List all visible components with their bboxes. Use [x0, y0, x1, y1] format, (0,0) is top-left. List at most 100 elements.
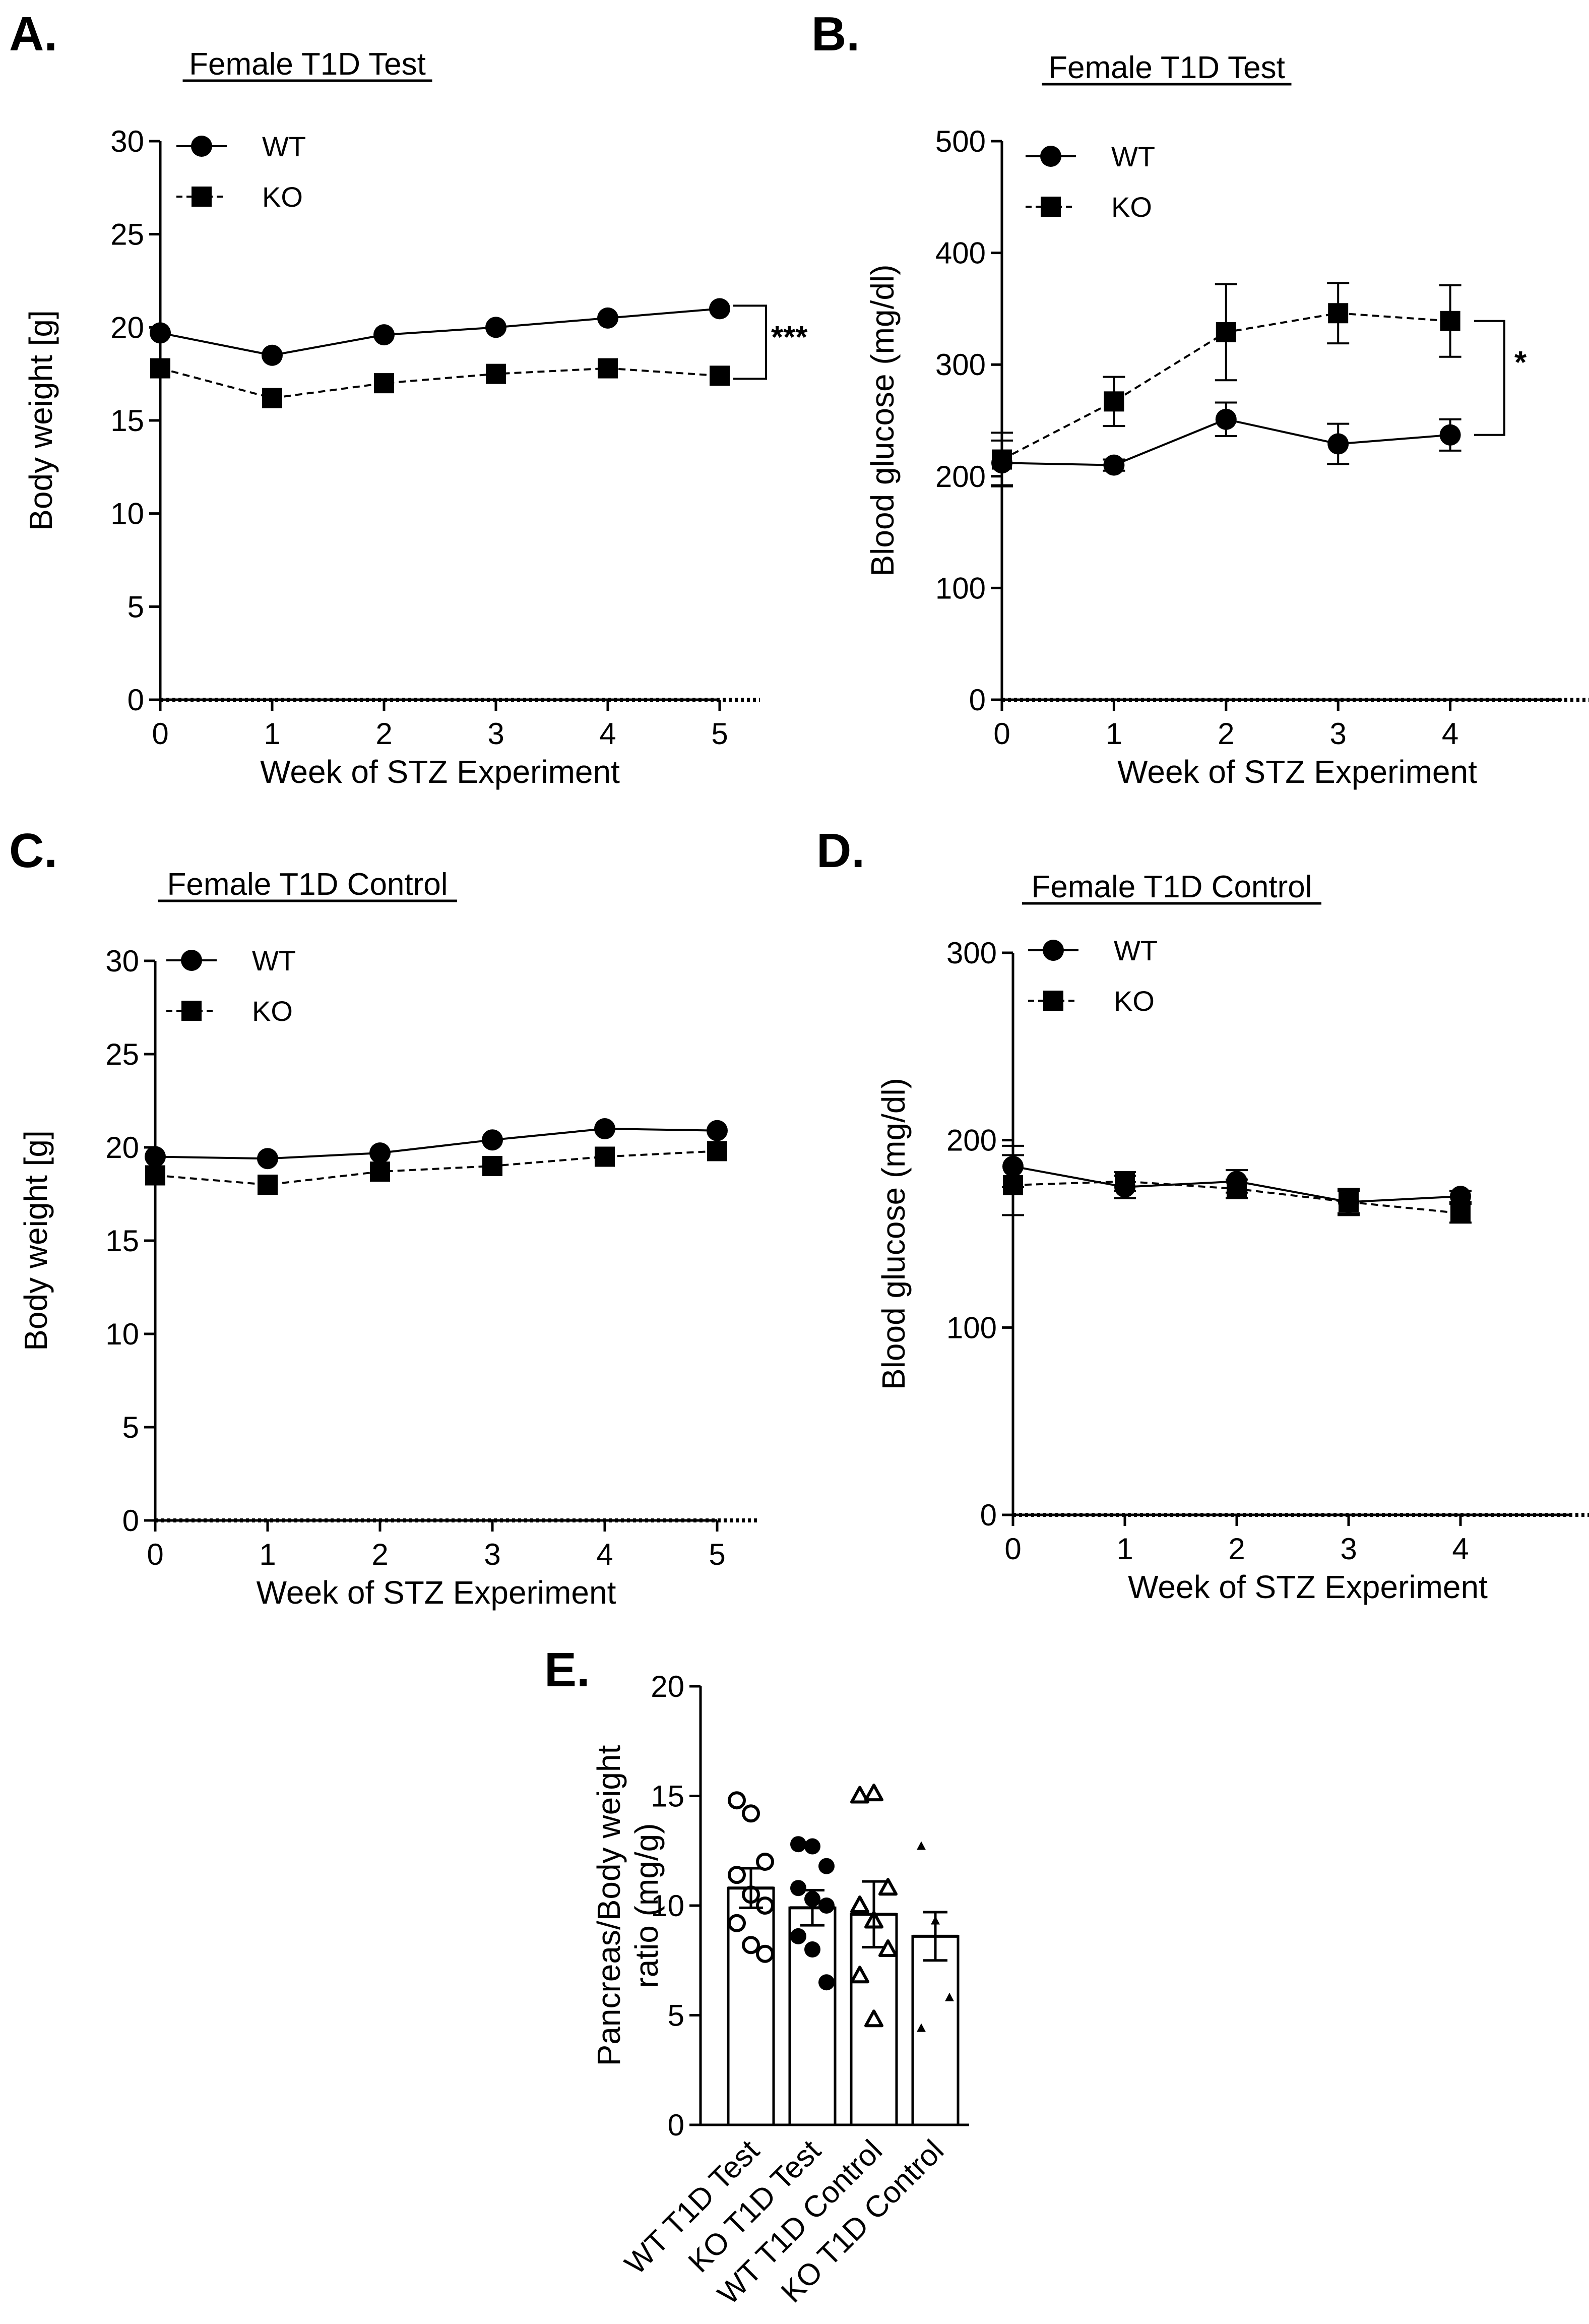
x-tick-label: 2: [371, 1538, 388, 1571]
data-point-ko: [598, 358, 618, 379]
panel-letter: B.: [811, 7, 860, 61]
y-axis-title-line: Pancreas/Body weight: [591, 1745, 627, 2066]
scatter-point: [917, 1841, 926, 1850]
x-tick-label: 1: [259, 1538, 276, 1571]
data-point-wt: [707, 1120, 728, 1141]
data-point-ko: [992, 449, 1012, 470]
x-tick-label: 1: [264, 717, 280, 751]
y-tick-label: 300: [935, 348, 986, 382]
panel-letter: E.: [544, 1643, 590, 1697]
data-point-ko: [258, 1175, 278, 1195]
y-tick-label: 0: [122, 1504, 139, 1538]
data-point-ko: [710, 365, 730, 386]
y-axis-title-line: ratio (mg/g): [628, 1823, 665, 1988]
y-axis-title: Blood glucose (mg/dl): [875, 1078, 912, 1390]
data-point-ko: [1328, 303, 1349, 324]
data-point-wt: [1103, 454, 1125, 476]
data-point-wt: [373, 324, 395, 346]
data-point-ko: [1115, 1171, 1135, 1192]
legend-marker-square: [192, 187, 212, 207]
x-tick-label: 0: [147, 1538, 163, 1571]
scatter-point: [742, 1936, 760, 1954]
panel-title: Female T1D Control: [167, 867, 448, 902]
series-line-ko: [155, 1150, 718, 1186]
panel-letter: C.: [9, 824, 57, 878]
data-point-ko: [482, 1156, 502, 1176]
scatter-point: [945, 1992, 954, 2001]
y-axis-title: Body weight [g]: [23, 310, 59, 531]
x-tick-label: 1: [1106, 717, 1122, 751]
series-line-wt: [155, 1127, 718, 1160]
legend-marker-circle: [1043, 940, 1064, 961]
x-axis-title: Week of STZ Experiment: [260, 754, 620, 790]
y-tick-label: 0: [668, 2108, 684, 2142]
legend-marker-square: [1043, 991, 1063, 1011]
data-point-ko: [1216, 322, 1236, 342]
legend-label: WT: [1114, 935, 1158, 966]
x-tick-label: 4: [1442, 717, 1458, 751]
panel-letter: A.: [9, 7, 57, 61]
data-point-ko: [262, 388, 282, 408]
data-point-ko: [1440, 311, 1460, 331]
scatter-point: [818, 1974, 835, 1991]
data-point-wt: [150, 322, 171, 344]
y-tick-label: 100: [935, 571, 986, 605]
y-tick-label: 15: [651, 1780, 684, 1813]
x-tick-label: 0: [152, 717, 168, 751]
scatter-point: [790, 1928, 806, 1944]
scatter-point: [804, 1838, 820, 1855]
significance-bracket: [733, 304, 767, 380]
data-point-ko: [707, 1141, 727, 1161]
y-tick-label: 10: [110, 497, 144, 531]
legend-marker-square: [181, 1001, 202, 1021]
y-tick-label: 15: [105, 1224, 139, 1258]
panel-title: Female T1D Control: [1031, 870, 1312, 904]
x-tick-label: 0: [993, 717, 1010, 751]
data-point-ko: [145, 1165, 165, 1186]
y-tick-label: 100: [946, 1311, 997, 1344]
series-line-wt: [160, 308, 720, 356]
panel-letter: D.: [816, 824, 865, 878]
x-tick-label: 3: [487, 717, 504, 751]
legend-label: WT: [262, 131, 306, 162]
x-tick-label: 3: [1330, 717, 1347, 751]
legend-label: WT: [1111, 141, 1155, 172]
y-tick-label: 5: [668, 1999, 684, 2033]
data-point-ko: [1450, 1203, 1471, 1224]
y-axis-title: Body weight [g]: [18, 1130, 54, 1351]
legend-label: KO: [1111, 191, 1152, 223]
data-point-ko: [150, 358, 170, 379]
data-point-ko: [1339, 1192, 1359, 1212]
data-point-wt: [1439, 424, 1461, 446]
y-tick-label: 0: [128, 683, 144, 717]
y-tick-label: 20: [110, 311, 144, 344]
data-point-ko: [370, 1161, 390, 1182]
data-point-ko: [374, 373, 394, 394]
data-point-ko: [486, 363, 506, 384]
x-tick-label: 2: [375, 717, 392, 751]
data-point-wt: [597, 307, 618, 329]
scatter-point: [790, 1836, 806, 1853]
y-tick-label: 30: [110, 125, 144, 158]
data-point-wt: [594, 1118, 615, 1139]
scatter-point: [756, 1853, 774, 1871]
x-tick-label: 4: [596, 1538, 613, 1571]
x-tick-label: 4: [1452, 1532, 1469, 1566]
legend-marker-circle: [191, 136, 212, 157]
y-tick-label: 10: [105, 1317, 139, 1351]
scatter-point: [878, 1878, 898, 1896]
data-point-ko: [1003, 1175, 1023, 1195]
legend-label: KO: [262, 181, 303, 213]
y-tick-label: 0: [969, 683, 986, 717]
x-tick-label: 3: [484, 1538, 500, 1571]
y-tick-label: 400: [935, 236, 986, 270]
x-tick-label: 4: [599, 717, 616, 751]
y-tick-label: 200: [935, 460, 986, 494]
panel-d-blood-glucose-control: D. Female T1D Control 0 100 200 300 0 1 2 3 4Week …: [816, 824, 1589, 1605]
legend-marker-circle: [181, 950, 202, 971]
series-line-ko: [160, 367, 720, 399]
scatter-point: [728, 1914, 746, 1932]
legend-marker-square: [1041, 197, 1061, 217]
scatter-point: [790, 1880, 806, 1897]
